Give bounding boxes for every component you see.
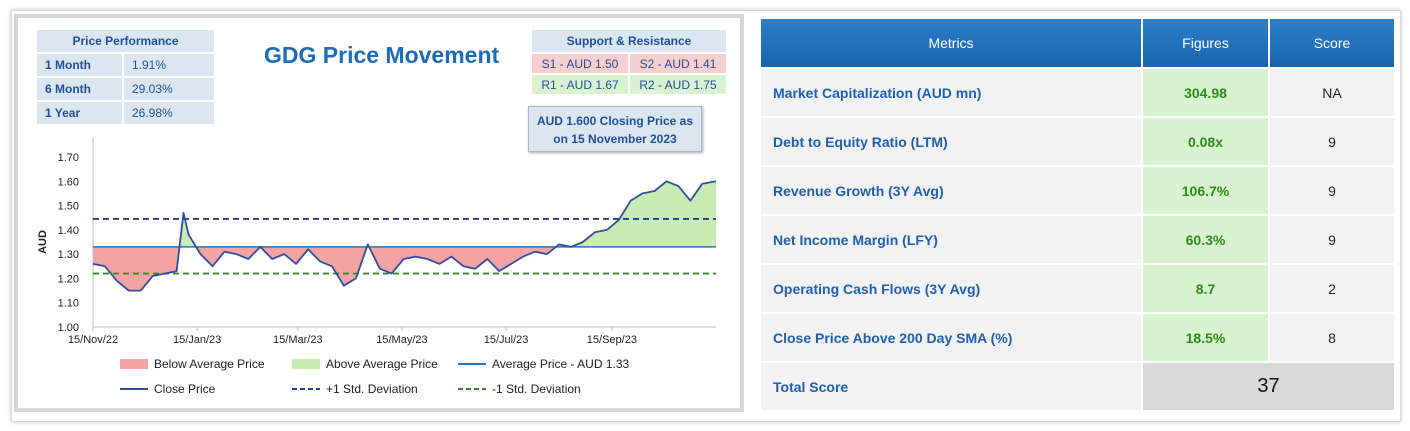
- score-header: Score: [1269, 19, 1396, 68]
- metric-score: NA: [1269, 67, 1396, 117]
- r1-level: R1 - AUD 1.67: [532, 75, 628, 94]
- metric-name: Revenue Growth (3Y Avg): [761, 165, 1143, 215]
- table-row: Net Income Margin (LFY) 60.3% 9: [761, 214, 1396, 264]
- close-price-line: [92, 180, 717, 292]
- perf-label: 6 Month: [37, 78, 122, 100]
- chart-panel: 1.00 1.10 1.20 1.30 1.40 1.50 1.60 1.70 15/Nov/2…: [14, 14, 744, 412]
- y-tick-label: 1.10: [58, 298, 79, 310]
- support-resistance-header: Support & Resistance: [532, 30, 726, 52]
- metric-figure: 106.7%: [1142, 165, 1270, 215]
- metric-figure: 8.7: [1142, 263, 1270, 313]
- y-tick-label: 1.00: [58, 322, 79, 334]
- s1-level: S1 - AUD 1.50: [532, 54, 628, 73]
- perf-value: 29.03%: [124, 78, 214, 100]
- metric-score: 2: [1269, 263, 1396, 313]
- chart-title: GDG Price Movement: [264, 42, 500, 68]
- y-tick-label: 1.50: [58, 201, 79, 213]
- legend-label: Below Average Price: [154, 357, 265, 371]
- table-row: Close Price Above 200 Day SMA (%) 18.5% …: [761, 312, 1396, 362]
- metric-score: 9: [1269, 214, 1396, 264]
- price-performance-header: Price Performance: [37, 30, 214, 52]
- s2-level: S2 - AUD 1.41: [630, 54, 726, 73]
- table-row: 1 Month 1.91%: [37, 54, 214, 76]
- table-row: Market Capitalization (AUD mn) 304.98 NA: [761, 67, 1396, 117]
- y-axis-label: AUD: [37, 230, 49, 254]
- support-resistance-table: Support & Resistance S1 - AUD 1.50 S2 - …: [530, 28, 728, 96]
- table-row: S1 - AUD 1.50 S2 - AUD 1.41: [532, 54, 726, 73]
- x-tick-label: 15/Jan/23: [173, 334, 221, 346]
- metric-figure: 304.98: [1142, 67, 1270, 117]
- legend-label: +1 Std. Deviation: [326, 382, 418, 396]
- callout-line-1: AUD 1.600 Closing Price as: [536, 114, 694, 128]
- legend-swatch: [292, 359, 320, 369]
- x-tick-label: 15/Jul/23: [484, 334, 529, 346]
- y-tick-label: 1.30: [58, 249, 79, 261]
- price-chart: 1.00 1.10 1.20 1.30 1.40 1.50 1.60 1.70 15/Nov/2…: [37, 137, 717, 396]
- metric-score: 9: [1269, 116, 1396, 166]
- price-performance-table: Price Performance 1 Month 1.91% 6 Month …: [35, 28, 216, 126]
- legend-label: -1 Std. Deviation: [492, 382, 581, 396]
- table-row: 1 Year 26.98%: [37, 102, 214, 124]
- x-tick-label: 15/Sep/23: [587, 334, 637, 346]
- perf-value: 26.98%: [124, 102, 214, 124]
- metrics-header: Metrics: [761, 19, 1143, 68]
- x-tick-label: 15/May/23: [376, 334, 427, 346]
- callout-line-2: on 15 November 2023: [553, 132, 677, 146]
- table-row: Revenue Growth (3Y Avg) 106.7% 9: [761, 165, 1396, 215]
- total-score-label: Total Score: [761, 361, 1143, 410]
- legend-label: Close Price: [154, 382, 216, 396]
- y-tick-label: 1.70: [58, 152, 79, 164]
- figures-header: Figures: [1142, 19, 1270, 68]
- perf-label: 1 Month: [37, 54, 122, 76]
- total-score-value: 37: [1142, 361, 1396, 410]
- metric-name: Debt to Equity Ratio (LTM): [761, 116, 1143, 166]
- metric-name: Close Price Above 200 Day SMA (%): [761, 312, 1143, 362]
- metric-score: 9: [1269, 165, 1396, 215]
- perf-label: 1 Year: [37, 102, 122, 124]
- metric-figure: 60.3%: [1142, 214, 1270, 264]
- x-tick-label: 15/Mar/23: [273, 334, 323, 346]
- closing-price-callout: AUD 1.600 Closing Price as on 15 Novembe…: [528, 106, 702, 152]
- above-average-area: [179, 181, 716, 247]
- table-row: R1 - AUD 1.67 R2 - AUD 1.75: [532, 75, 726, 94]
- legend-swatch: [120, 359, 148, 369]
- y-tick-label: 1.60: [58, 176, 79, 188]
- metric-name: Operating Cash Flows (3Y Avg): [761, 263, 1143, 313]
- legend-label: Average Price - AUD 1.33: [492, 357, 630, 371]
- metric-name: Market Capitalization (AUD mn): [761, 67, 1143, 117]
- metric-score: 8: [1269, 312, 1396, 362]
- x-tick-label: 15/Nov/22: [68, 334, 118, 346]
- metrics-table: Metrics Figures Score Market Capitalizat…: [761, 19, 1396, 410]
- table-row: Total Score 37: [761, 361, 1396, 410]
- metric-name: Net Income Margin (LFY): [761, 214, 1143, 264]
- table-row: Operating Cash Flows (3Y Avg) 8.7 2: [761, 263, 1396, 313]
- table-row: 6 Month 29.03%: [37, 78, 214, 100]
- metric-figure: 18.5%: [1142, 312, 1270, 362]
- y-tick-label: 1.40: [58, 225, 79, 237]
- y-tick-label: 1.20: [58, 273, 79, 285]
- r2-level: R2 - AUD 1.75: [630, 75, 726, 94]
- table-row: Debt to Equity Ratio (LTM) 0.08x 9: [761, 116, 1396, 166]
- metric-figure: 0.08x: [1142, 116, 1270, 166]
- legend-label: Above Average Price: [326, 357, 438, 371]
- perf-value: 1.91%: [124, 54, 214, 76]
